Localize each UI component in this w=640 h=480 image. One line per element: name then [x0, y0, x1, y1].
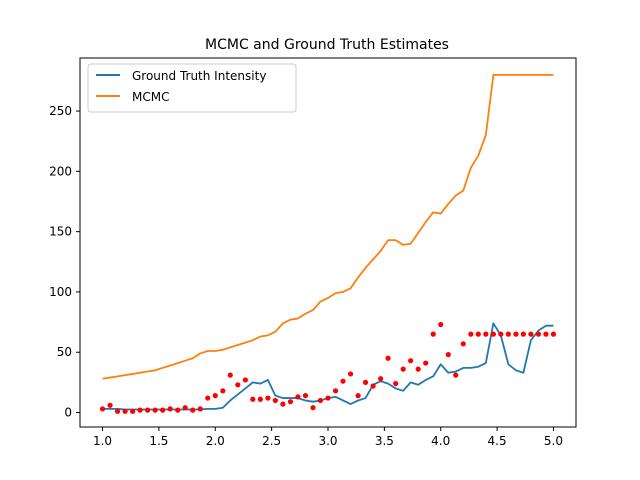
x-tick-label: 1.0	[93, 434, 112, 448]
observed-point	[550, 331, 557, 337]
observed-point	[107, 402, 113, 408]
x-tick-label: 2.5	[262, 434, 281, 448]
observed-point	[362, 379, 369, 385]
observed-point	[114, 408, 121, 414]
observed-point	[160, 407, 166, 413]
observed-point	[453, 372, 459, 378]
observed-point	[408, 358, 414, 364]
x-tick-label: 5.0	[544, 434, 563, 448]
y-tick-label: 150	[49, 225, 72, 239]
observed-point	[378, 376, 384, 382]
observed-point	[325, 395, 331, 401]
legend-box	[87, 63, 297, 113]
observed-point	[122, 408, 128, 414]
observed-point	[415, 366, 421, 372]
y-tick-label: 100	[49, 285, 72, 299]
observed-point	[355, 393, 361, 399]
observed-point	[543, 331, 549, 337]
chart-title: MCMC and Ground Truth Estimates	[205, 37, 449, 53]
observed-point	[370, 383, 376, 389]
observed-point	[438, 321, 444, 328]
observed-point	[175, 407, 181, 413]
series-layer	[99, 73, 557, 414]
observed-point	[212, 393, 218, 399]
observed-point	[460, 341, 466, 347]
observed-point	[445, 352, 451, 358]
observed-point	[182, 405, 188, 411]
x-axis: 1.0 1.5 2.0 2.5 3.0 3.5 4.0 4.5 5.0	[93, 427, 563, 448]
series-line-mcmc	[102, 73, 554, 380]
observed-point	[167, 406, 173, 412]
observed-point	[528, 331, 534, 337]
x-tick-label: 4.0	[431, 434, 450, 448]
observed-point	[430, 331, 436, 337]
observed-point	[205, 395, 211, 401]
observed-point	[190, 407, 196, 413]
observed-point	[220, 388, 226, 394]
observed-point	[468, 331, 474, 337]
observed-point	[310, 405, 316, 411]
y-axis: 0 50 100 150 200 250	[49, 104, 80, 420]
x-tick-label: 3.0	[318, 434, 337, 448]
observed-point	[520, 331, 526, 337]
observed-point	[385, 355, 391, 361]
observed-point	[242, 377, 248, 383]
observed-point	[393, 380, 399, 387]
observed-point	[475, 331, 481, 337]
y-tick-label: 200	[49, 164, 72, 178]
y-tick-label: 50	[57, 345, 72, 359]
plot-area-frame	[79, 57, 577, 428]
observed-point	[250, 396, 256, 402]
x-tick-label: 3.5	[375, 434, 394, 448]
observed-point	[272, 397, 278, 404]
observed-point	[400, 366, 406, 372]
observed-point	[513, 331, 519, 337]
observed-point	[145, 407, 151, 413]
observed-point	[340, 378, 346, 384]
observed-point	[535, 331, 542, 337]
x-tick-label: 4.5	[488, 434, 507, 448]
observed-point	[197, 406, 203, 412]
observed-point	[130, 408, 136, 414]
observed-point	[505, 331, 511, 337]
observed-point	[99, 406, 106, 412]
observed-point	[423, 360, 429, 366]
observed-point	[347, 371, 354, 377]
observed-point	[490, 331, 496, 337]
observed-point	[265, 395, 271, 401]
observed-point	[498, 331, 504, 337]
observed-point	[317, 397, 324, 404]
legend-label-ground-truth: Ground Truth Intensity	[132, 69, 266, 83]
observed-point	[257, 396, 263, 402]
observed-point	[235, 382, 241, 388]
observed-point	[483, 331, 489, 337]
observed-point	[295, 394, 301, 400]
observed-point	[287, 399, 294, 405]
x-tick-label: 1.5	[149, 434, 168, 448]
y-tick-label: 250	[49, 104, 72, 118]
observed-point	[302, 393, 309, 399]
observed-point	[152, 407, 158, 413]
observed-point	[137, 407, 143, 413]
legend: Ground Truth Intensity MCMC	[87, 63, 297, 113]
observed-point	[332, 388, 339, 394]
legend-label-mcmc: MCMC	[132, 90, 169, 104]
observed-point	[227, 372, 233, 378]
y-tick-label: 0	[64, 406, 72, 420]
observed-point	[280, 401, 286, 407]
x-tick-label: 2.0	[206, 434, 225, 448]
